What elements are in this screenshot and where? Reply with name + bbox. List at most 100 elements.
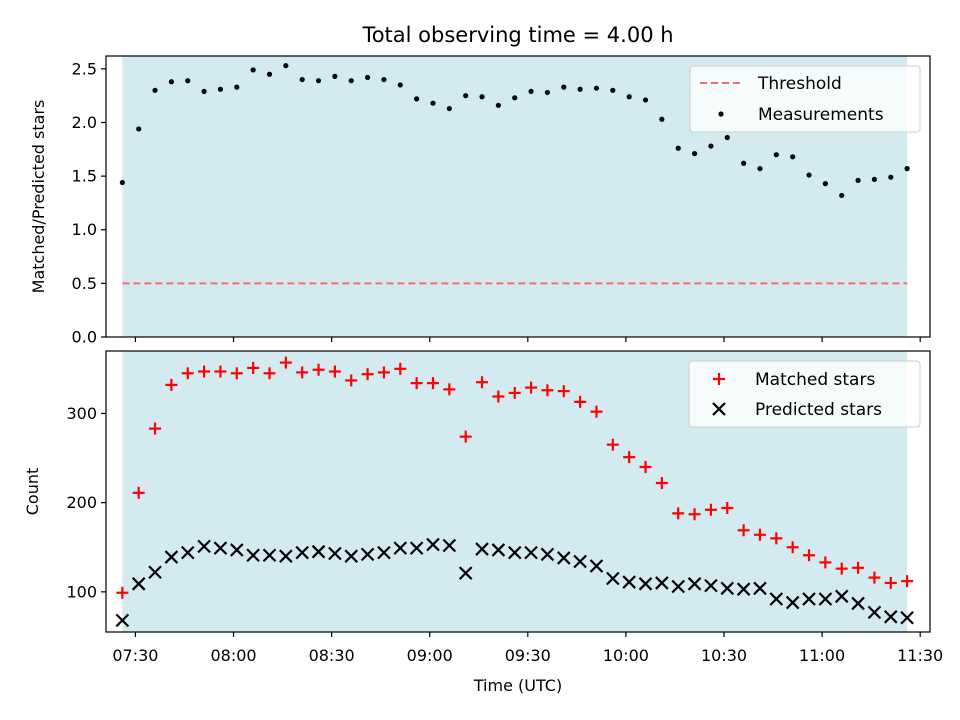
measurement-point	[250, 67, 256, 73]
predicted-stars-point	[655, 576, 669, 590]
measurement-point	[724, 134, 730, 141]
ratio-legend-box	[689, 65, 921, 133]
counts-y-axis-label: Count	[23, 468, 42, 516]
time-x-axis: 07:30 08:00 08:30 09:00 09:30 10:00 10:30 11:00…	[112, 632, 943, 665]
predicted-stars-point	[606, 571, 620, 586]
counts-panel: 100 200 300 07:30 08:00 08:30 09:00 09:30 10:00…	[23, 350, 943, 695]
predicted-stars-point	[442, 538, 457, 553]
predicted-stars-point	[131, 577, 146, 591]
matched-stars-point	[672, 507, 685, 520]
matched-stars-point	[819, 556, 832, 569]
measurement-point	[888, 174, 894, 180]
measurement-point	[299, 76, 305, 83]
predicted-stars-point	[589, 559, 604, 573]
x-tick-label: 07:30	[112, 646, 158, 665]
legend-matched-swatch	[713, 373, 725, 385]
measurement-point	[168, 79, 174, 85]
matched-stars-point	[492, 390, 505, 403]
predicted-stars-point	[344, 549, 359, 563]
matched-stars-point	[149, 422, 162, 435]
matched-stars-point	[803, 549, 816, 562]
measurement-point	[430, 100, 436, 106]
matched-stars-point	[312, 363, 325, 376]
x-tick-label: 09:30	[505, 646, 551, 665]
predicted-stars-point	[458, 566, 473, 580]
counts-panel-frame	[105, 350, 931, 633]
matched-stars-point	[377, 366, 390, 379]
ratio-panel: 0.0 0.5 1.0 1.5 2.0 2.5 Matched/Predicted sta…	[29, 55, 931, 347]
predicted-stars-point	[409, 541, 424, 555]
x-tick-label: 10:00	[603, 646, 649, 665]
matched-stars-point	[116, 586, 129, 599]
matched-stars-point	[279, 356, 292, 369]
matched-stars-point	[508, 386, 521, 399]
ratio-legend: Threshold Measurements	[689, 65, 921, 133]
matched-stars-point	[786, 541, 799, 554]
predicted-stars-point	[834, 589, 849, 604]
y-tick-label: 0.0	[72, 328, 97, 347]
predicted-stars-point	[818, 592, 833, 606]
matched-stars-point	[688, 508, 701, 521]
matched-stars-point	[247, 361, 260, 374]
measurement-point	[381, 76, 387, 83]
matched-stars-point	[525, 381, 538, 394]
predicted-stars-point	[164, 550, 179, 564]
predicted-stars-point	[638, 577, 653, 591]
matched-stars-point	[835, 562, 848, 575]
matched-stars-point	[459, 430, 472, 443]
predicted-stars-point	[671, 579, 686, 594]
measurement-point	[528, 88, 534, 94]
matched-stars-point	[165, 378, 178, 391]
matched-stars-point	[639, 460, 652, 473]
y-tick-label: 0.5	[72, 274, 97, 293]
predicted-stars-point	[180, 545, 195, 560]
legend-threshold-label: Threshold	[757, 74, 842, 94]
predicted-stars-point	[802, 592, 816, 606]
measurement-point	[773, 152, 779, 158]
predicted-stars-point	[769, 592, 784, 606]
y-tick-label: 1.0	[72, 220, 97, 239]
ratio-marks	[119, 63, 910, 285]
ratio-y-axis-label: Matched/Predicted stars	[29, 100, 48, 294]
measurement-point	[577, 86, 583, 92]
measurement-point	[806, 172, 812, 178]
matched-stars-point	[884, 576, 897, 589]
matched-stars-point	[753, 528, 766, 541]
measurement-point	[217, 86, 224, 92]
measurement-point	[691, 150, 698, 157]
measurement-point	[757, 166, 763, 172]
measurement-point	[790, 154, 796, 160]
matched-stars-point	[345, 374, 358, 387]
counts-legend: Matched stars Predicted stars	[688, 360, 921, 428]
ratio-panel-frame	[105, 55, 931, 338]
measurement-point	[642, 97, 649, 103]
ratio-x-ticks	[134, 337, 921, 342]
x-tick-label: 09:00	[407, 646, 453, 665]
measurement-point	[463, 93, 469, 99]
predicted-stars-point	[507, 545, 522, 560]
predicted-stars-point	[148, 565, 162, 580]
predicted-stars-point	[246, 548, 260, 563]
legend-measurements-label: Measurements	[758, 105, 884, 125]
legend-predicted-swatch	[712, 402, 726, 416]
predicted-stars-point	[785, 595, 800, 610]
measurement-point	[201, 88, 207, 94]
matched-stars-point	[394, 362, 407, 375]
predicted-stars-point	[213, 541, 228, 555]
matched-stars-point	[721, 502, 734, 515]
y-tick-label: 2.0	[72, 113, 97, 132]
measurement-point	[283, 63, 289, 69]
ratio-y-axis: 0.0 0.5 1.0 1.5 2.0 2.5	[72, 59, 106, 347]
x-axis-label: Time (UTC)	[473, 676, 562, 695]
matched-stars-point	[623, 451, 636, 464]
y-tick-label: 200	[66, 493, 97, 512]
y-tick-label: 300	[66, 404, 97, 423]
predicted-stars-point	[197, 539, 211, 554]
predicted-stars-point	[393, 541, 408, 555]
matched-stars-point	[328, 365, 341, 378]
matched-stars-point	[655, 477, 668, 490]
matched-stars-point	[443, 383, 456, 396]
matched-stars-point	[590, 405, 603, 418]
predicted-stars-point	[475, 542, 489, 556]
measurement-point	[839, 192, 845, 199]
